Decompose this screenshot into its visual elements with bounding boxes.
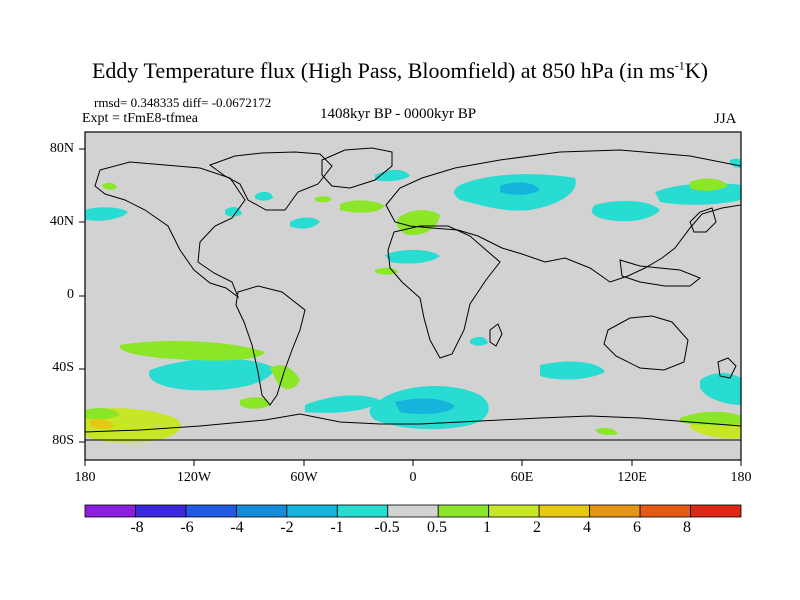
colorbar-label-2: 2 bbox=[533, 519, 541, 536]
title-text: Eddy Temperature flux (High Pass, Bloomf… bbox=[91, 58, 675, 83]
stats-label: rmsd= 0.348335 diff= -0.0672172 bbox=[94, 95, 272, 110]
colorbar-box bbox=[437, 504, 490, 518]
coastline bbox=[84, 413, 742, 441]
colorbar-box bbox=[185, 504, 237, 518]
chart-title: Eddy Temperature flux (High Pass, Bloomf… bbox=[0, 58, 800, 84]
colorbar-label-neg4: -4 bbox=[230, 519, 244, 536]
colorbar-label-neg05: -0.5 bbox=[374, 519, 400, 536]
y-tick-0: 0 bbox=[67, 287, 74, 302]
coastline bbox=[321, 147, 393, 189]
colorbar-label-neg1: -1 bbox=[330, 519, 344, 536]
anomaly-region bbox=[700, 373, 741, 405]
x-tick-180e: 180 bbox=[730, 470, 752, 485]
colorbar-label-neg6: -6 bbox=[180, 519, 194, 536]
colorbar-box bbox=[387, 504, 439, 518]
anomaly-region bbox=[340, 200, 385, 213]
x-tick-120e: 120E bbox=[617, 470, 647, 485]
anomaly-region bbox=[90, 418, 114, 429]
x-tick-0: 0 bbox=[409, 470, 417, 485]
anomaly-region bbox=[395, 398, 455, 414]
anomaly-region bbox=[290, 217, 320, 229]
colorbar-label-neg2: -2 bbox=[280, 519, 294, 536]
coastline bbox=[603, 315, 689, 371]
colorbar bbox=[84, 504, 742, 518]
y-tick-80n: 80N bbox=[49, 141, 74, 156]
anomaly-region bbox=[85, 207, 128, 221]
colorbar-box bbox=[589, 504, 641, 518]
y-tick-40s: 40S bbox=[52, 360, 74, 375]
anomaly-region bbox=[149, 358, 275, 391]
colorbar-label-neg8: -8 bbox=[130, 519, 144, 536]
colorbar-box bbox=[84, 504, 136, 518]
coastline bbox=[94, 161, 246, 299]
anomaly-region bbox=[500, 182, 540, 195]
x-tick-60e: 60E bbox=[510, 470, 534, 485]
x-tick-120w: 120W bbox=[176, 470, 212, 485]
anomaly-region bbox=[119, 340, 265, 361]
anomaly-region bbox=[240, 397, 270, 409]
axis-ticks bbox=[79, 148, 742, 466]
title-end: K) bbox=[684, 58, 708, 83]
anomaly-region bbox=[690, 178, 728, 191]
title-superscript: -1 bbox=[674, 58, 685, 73]
coastline bbox=[208, 151, 333, 211]
anomaly-region bbox=[85, 407, 120, 420]
anomaly-region bbox=[591, 200, 660, 222]
colorbar-label-6: 6 bbox=[633, 519, 641, 536]
colorbar-box bbox=[488, 504, 540, 518]
period-label: 1408kyr BP - 0000kyr BP bbox=[320, 106, 477, 122]
coastline bbox=[385, 149, 742, 283]
colorbar-box bbox=[135, 504, 187, 518]
anomaly-region bbox=[375, 267, 398, 275]
coastline bbox=[689, 207, 717, 233]
colorbar-box bbox=[235, 504, 288, 518]
anomaly-region bbox=[540, 361, 605, 380]
colorbar-box bbox=[538, 504, 591, 518]
anomaly-region bbox=[315, 196, 332, 203]
anomaly-field-layer bbox=[85, 158, 741, 443]
coastline bbox=[235, 285, 306, 406]
season-label: JJA bbox=[714, 111, 737, 127]
colorbar-label-1: 1 bbox=[483, 519, 491, 536]
coastline bbox=[387, 225, 501, 359]
anomaly-region bbox=[102, 182, 117, 190]
x-tick-60w: 60W bbox=[290, 470, 318, 485]
colorbar-box bbox=[690, 504, 742, 518]
coastline bbox=[489, 323, 503, 347]
coastline bbox=[619, 259, 701, 287]
experiment-label: Expt = tFmE8-tfmea bbox=[82, 111, 198, 126]
colorbar-label-05: 0.5 bbox=[427, 519, 447, 536]
coastline bbox=[717, 357, 737, 379]
anomaly-region bbox=[255, 191, 273, 201]
anomaly-region bbox=[385, 249, 440, 264]
colorbar-box bbox=[286, 504, 338, 518]
y-tick-40n: 40N bbox=[49, 214, 74, 229]
colorbar-box bbox=[639, 504, 691, 518]
colorbar-box bbox=[336, 504, 389, 518]
colorbar-label-4: 4 bbox=[583, 519, 591, 536]
colorbar-label-8: 8 bbox=[683, 519, 691, 536]
anomaly-region bbox=[470, 336, 488, 346]
coastline-layer bbox=[84, 147, 742, 441]
anomaly-region bbox=[595, 427, 618, 435]
y-tick-80s: 80S bbox=[52, 433, 74, 448]
x-tick-180w: 180 bbox=[74, 470, 96, 485]
anomaly-region bbox=[305, 395, 380, 413]
anomaly-region bbox=[270, 365, 300, 389]
